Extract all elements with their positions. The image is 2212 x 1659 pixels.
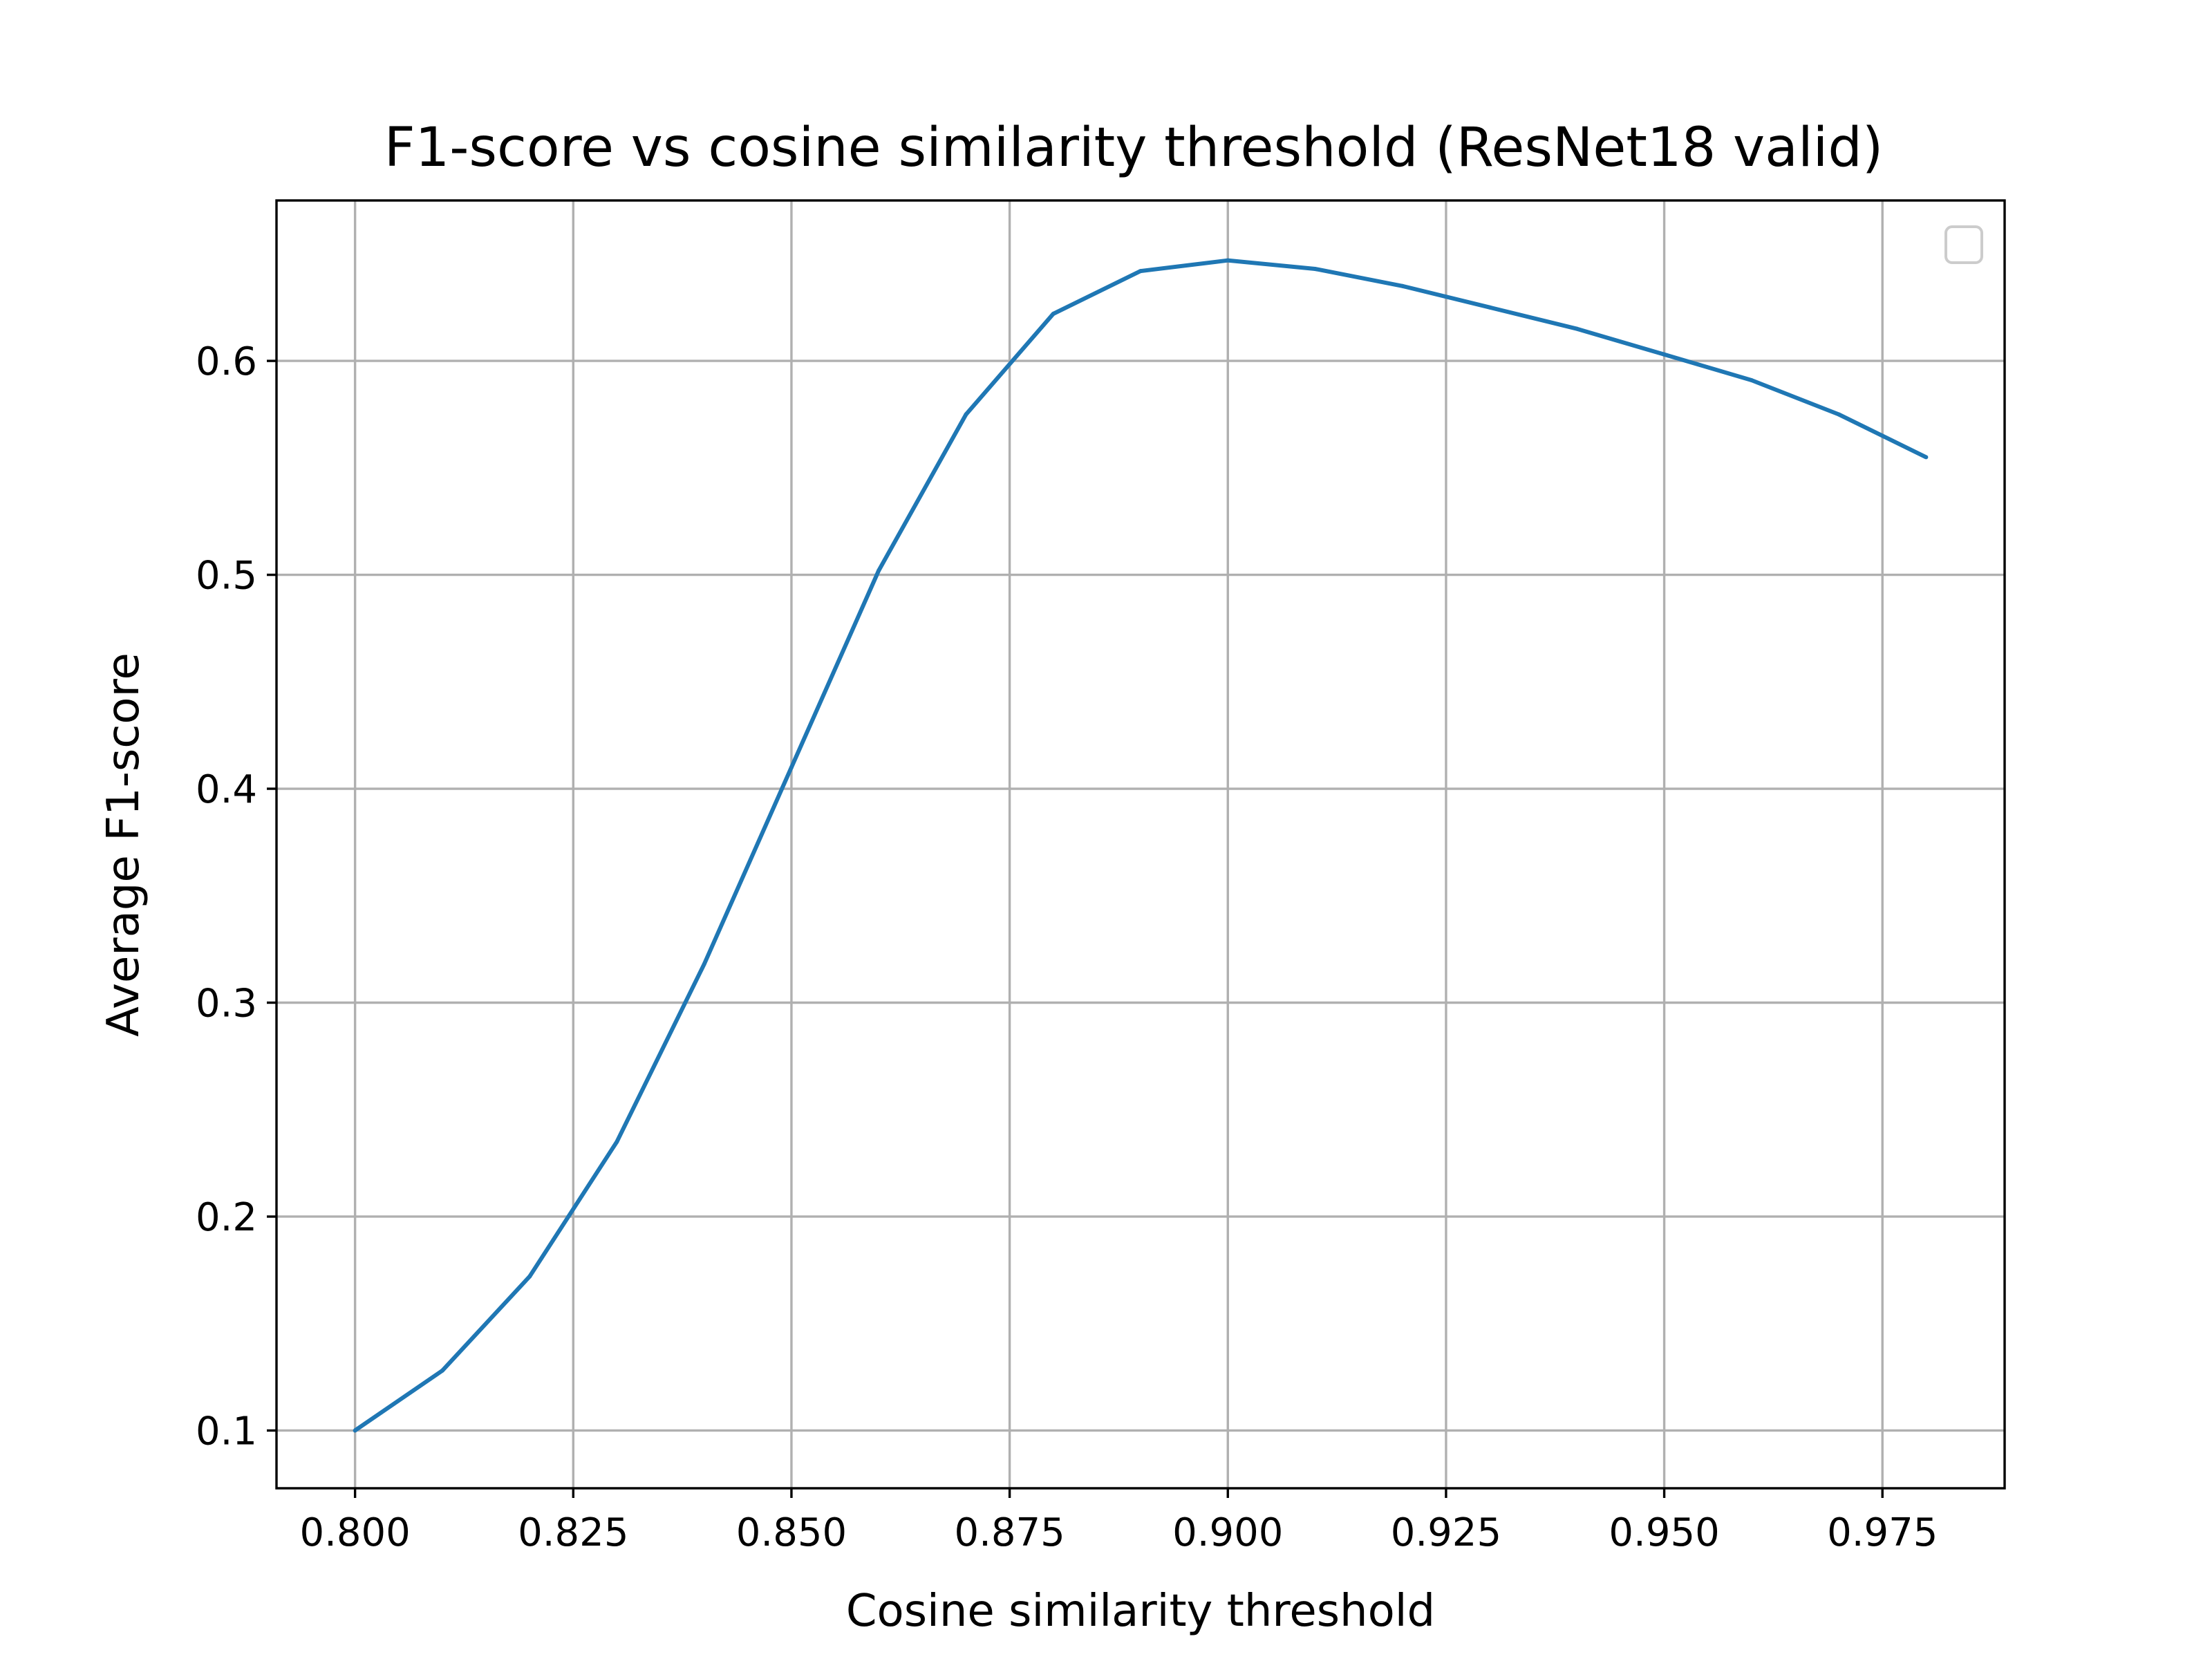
chart-title: F1-score vs cosine similarity threshold … — [384, 117, 1884, 179]
x-tick-label: 0.850 — [736, 1510, 847, 1555]
y-tick-label: 0.5 — [196, 554, 257, 599]
x-axis-label: Cosine similarity threshold — [846, 1586, 1435, 1637]
series-layer — [353, 258, 1929, 1433]
data-point — [789, 765, 794, 770]
x-tick-label: 0.925 — [1391, 1510, 1501, 1555]
data-point — [1749, 377, 1754, 382]
x-tick-label: 0.800 — [299, 1510, 410, 1555]
data-point — [1662, 352, 1667, 357]
data-point — [1837, 412, 1841, 417]
data-point — [1924, 455, 1929, 460]
y-tick-label: 0.3 — [196, 982, 257, 1027]
ticks: 0.800 0.825 0.850 0.875 0.900 0.925 0.950 0.975… — [196, 339, 1938, 1555]
y-tick-label: 0.2 — [196, 1195, 257, 1240]
data-point — [964, 412, 968, 417]
data-point — [1400, 283, 1405, 288]
x-tick-label: 0.825 — [518, 1510, 628, 1555]
data-point — [702, 962, 706, 966]
y-tick-label: 0.4 — [196, 767, 257, 812]
series-line — [353, 258, 1927, 1432]
x-tick-label: 0.975 — [1827, 1510, 1938, 1555]
data-point — [1575, 326, 1580, 331]
data-point — [353, 1428, 357, 1433]
data-point — [527, 1274, 532, 1279]
data-point — [1051, 312, 1056, 317]
data-point — [1313, 267, 1318, 272]
legend-box[interactable] — [1944, 225, 1983, 264]
data-point — [877, 568, 881, 573]
y-tick-label: 0.1 — [196, 1409, 257, 1454]
data-point — [1226, 258, 1230, 263]
y-axis-label: Average F1-score — [98, 653, 149, 1037]
x-tick-label: 0.875 — [954, 1510, 1065, 1555]
data-point — [615, 1139, 619, 1144]
data-point — [1138, 269, 1143, 274]
y-tick-label: 0.6 — [196, 339, 257, 384]
data-point — [440, 1368, 444, 1373]
x-tick-label: 0.950 — [1609, 1510, 1719, 1555]
plot-frame — [275, 199, 2006, 1490]
grid — [276, 200, 2005, 1488]
x-tick-label: 0.900 — [1172, 1510, 1283, 1555]
data-point — [1488, 305, 1492, 310]
